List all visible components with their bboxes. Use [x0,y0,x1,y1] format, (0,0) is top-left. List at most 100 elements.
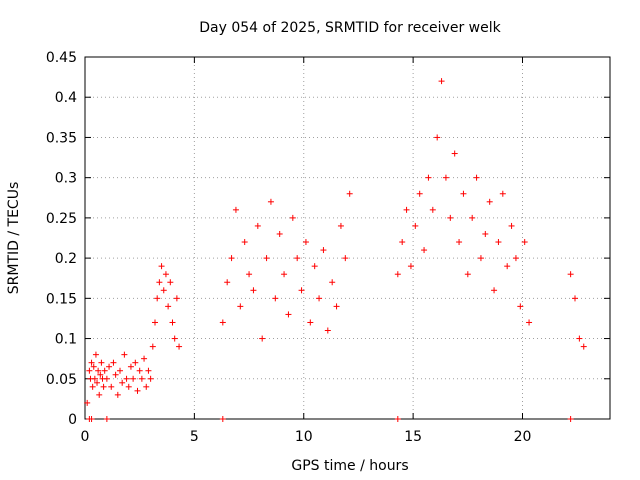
data-point [100,383,107,390]
x-tick-label: 20 [514,429,532,445]
data-point [171,335,178,342]
data-point [121,351,128,358]
y-tick-label: 0.15 [46,291,77,307]
data-point [324,327,331,334]
data-point [526,319,533,326]
data-points [84,78,587,422]
data-point [88,359,95,366]
data-point [399,239,406,246]
data-point [219,416,226,422]
data-point [425,174,432,181]
data-point [333,303,340,310]
data-point [491,287,498,294]
data-point [477,255,484,262]
data-point [438,78,445,85]
y-tick-label: 0.45 [46,50,77,66]
data-point [316,295,323,302]
data-point [504,263,511,270]
data-point [110,359,117,366]
data-point [96,391,103,398]
data-point [447,214,454,221]
data-point [117,367,123,374]
data-point [434,134,441,141]
data-point [499,190,506,197]
y-axis-title: SRMTID / TECUs [6,182,22,295]
data-point [342,255,349,262]
data-point [394,416,401,422]
x-tick-labels: 0 5 10 15 20 [81,429,532,445]
data-point [136,367,143,374]
y-tick-label: 0.25 [46,211,77,227]
data-point [103,375,110,382]
data-point [158,263,165,270]
data-point [237,303,244,310]
data-point [337,222,344,229]
y-tick-label: 0.3 [55,171,77,187]
x-tick-label: 5 [190,429,199,445]
data-point [84,399,91,406]
data-point [97,371,104,378]
y-tick-label: 0.35 [46,130,77,146]
data-point [167,279,174,286]
data-point [90,363,97,370]
data-point [276,230,283,237]
data-point [272,295,279,302]
data-point [125,383,132,390]
data-point [572,295,578,302]
data-point [145,367,152,374]
data-point [429,206,436,213]
data-point [92,351,99,358]
data-point [138,375,145,382]
x-tick-label: 10 [295,429,313,445]
grid-layer [85,57,610,419]
data-point [103,416,110,422]
data-point [147,375,154,382]
data-point [160,287,167,294]
data-point [119,379,126,386]
data-point [486,198,493,205]
y-tick-label: 0.05 [46,372,77,388]
data-point [482,230,489,237]
data-point [95,367,102,374]
data-point [132,359,139,366]
data-point [101,367,108,374]
data-point [469,214,476,221]
x-tick-label: 15 [404,429,422,445]
data-point [394,271,401,278]
data-point [123,375,130,382]
data-point [289,214,296,221]
data-point [517,303,524,310]
data-point [165,303,172,310]
data-point [127,363,134,370]
data-point [407,263,414,270]
data-point [88,416,95,422]
data-point [416,190,423,197]
data-point [89,383,96,390]
data-point [143,383,150,390]
data-point [294,255,301,262]
data-point [94,379,101,386]
data-point [346,190,353,197]
data-point [473,174,480,181]
data-point [329,279,336,286]
data-point [246,271,253,278]
data-point [130,375,137,382]
data-point [456,239,463,246]
data-point [495,239,502,246]
data-point [451,150,458,157]
data-point [307,319,314,326]
data-point [106,363,113,370]
data-point [149,343,156,350]
y-tick-label: 0.2 [55,251,77,267]
data-point [281,271,288,278]
data-point [112,371,119,378]
data-point [156,279,163,286]
chart-title: Day 054 of 2025, SRMTID for receiver wel… [199,20,501,36]
data-point [576,335,583,342]
plot-frame [84,56,611,420]
data-point [464,271,471,278]
y-tick-label: 0.1 [55,332,77,348]
data-point [521,239,528,246]
data-point [512,255,519,262]
